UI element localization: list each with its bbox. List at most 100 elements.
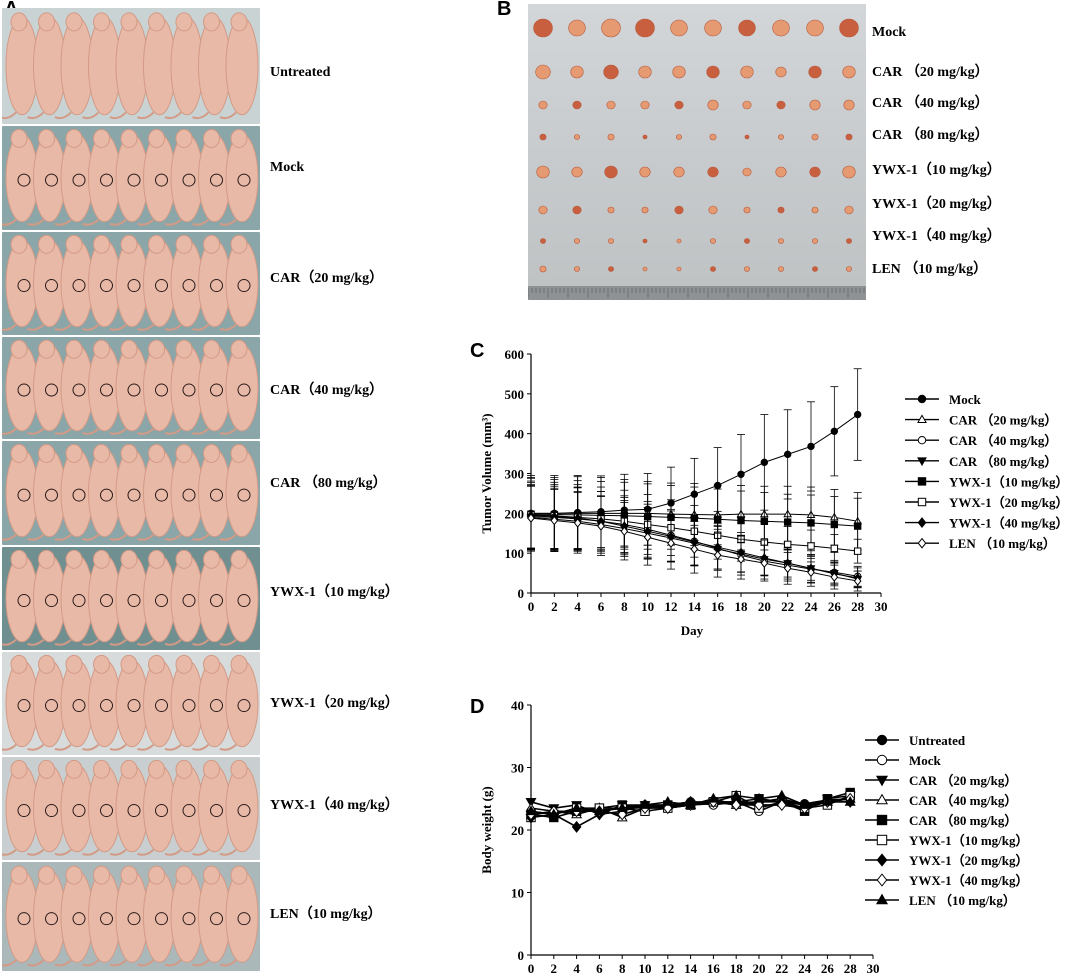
tumor-circle-marker [17, 594, 31, 608]
data-point-marker [845, 790, 855, 801]
mouse-tail [219, 743, 237, 751]
tumor-circle-marker [155, 804, 168, 818]
tumor-specimen [806, 19, 824, 37]
data-point-marker [754, 795, 764, 808]
series-group [525, 789, 856, 819]
data-point-marker [690, 527, 699, 535]
tumor-specimen [568, 19, 586, 37]
data-point-marker [573, 515, 582, 523]
series-line [531, 512, 858, 522]
tumor-specimen [776, 100, 786, 110]
series-line [530, 794, 851, 819]
mouse-tail [27, 323, 45, 331]
y-tick-label: 400 [505, 427, 525, 442]
mouse-head [65, 549, 83, 569]
x-tick-label: 22 [781, 599, 794, 614]
data-point-marker [617, 805, 628, 818]
tumor-row-label: CAR （80 mg/kg） [872, 128, 989, 143]
mouse-tail [54, 638, 72, 646]
data-point-marker [853, 516, 863, 525]
data-point-marker [760, 538, 769, 546]
tumor-specimen [572, 100, 582, 110]
mouse-tail [219, 218, 237, 226]
data-point-marker [777, 797, 787, 807]
mouse-tail [27, 218, 45, 226]
mouse-head [175, 234, 193, 254]
data-point-marker [783, 518, 792, 526]
tumor-specimen [642, 238, 648, 244]
mouse-head [10, 759, 28, 779]
mouse-group-label: Mock [270, 160, 305, 175]
data-point-marker [875, 793, 889, 805]
data-point-marker [549, 516, 559, 525]
data-point-marker [525, 802, 537, 812]
data-point-marker [853, 573, 862, 583]
mouse-head [120, 443, 138, 463]
mouse-tail [27, 533, 45, 541]
tumor-circle-marker [155, 383, 168, 397]
data-point-marker [548, 805, 559, 818]
mouse-head [38, 549, 55, 569]
tumor-circle-marker [210, 383, 223, 397]
tumor-specimen [672, 65, 686, 79]
mouse-tail [192, 218, 210, 226]
series-group [526, 485, 863, 588]
data-point-marker [736, 550, 746, 559]
data-point-marker [917, 497, 927, 507]
data-point-marker [596, 508, 606, 517]
tumor-circle-marker [182, 488, 196, 502]
mouse-tail [82, 218, 100, 226]
data-point-marker [663, 800, 673, 810]
mouse-head [38, 234, 55, 254]
mouse-head [230, 654, 248, 674]
legend-label: YWX-1（20 mg/kg） [909, 853, 1029, 868]
data-point-marker [759, 556, 769, 564]
data-point-marker [845, 792, 856, 805]
mouse-tail [109, 743, 127, 751]
mouse-tail [82, 533, 100, 541]
data-point-marker [620, 521, 629, 531]
data-point-marker [666, 509, 676, 518]
data-point-marker [731, 797, 741, 807]
mouse-head [148, 865, 165, 885]
data-point-marker [620, 526, 629, 537]
mouse-group-illustration [2, 759, 259, 856]
data-point-marker [853, 576, 862, 586]
data-point-marker [799, 798, 810, 812]
x-tick-label: 0 [528, 961, 535, 976]
x-tick-label: 20 [753, 961, 766, 976]
tumor-circle-marker [155, 594, 168, 608]
data-point-marker [783, 558, 792, 568]
mouse-head [10, 443, 28, 463]
mouse-head [93, 549, 110, 569]
x-tick-label: 14 [684, 961, 698, 976]
mouse-tail [54, 428, 72, 435]
data-point-marker [685, 800, 696, 810]
data-point-marker [776, 789, 788, 800]
tumor-circle-marker [72, 488, 86, 502]
series-line [530, 797, 851, 816]
data-point-marker [573, 518, 582, 528]
tumor-circle-marker [127, 279, 141, 293]
mouse-head [65, 128, 83, 148]
tumor-specimen [707, 99, 719, 111]
data-point-marker [731, 798, 742, 812]
tumor-specimen [710, 238, 716, 244]
data-point-marker [689, 509, 699, 518]
mouse-head [65, 234, 83, 254]
mouse-tail [54, 533, 72, 541]
mouse-tail [192, 533, 210, 541]
series-line [530, 794, 851, 816]
tumor-circle-marker [100, 279, 113, 293]
data-point-marker [844, 791, 856, 802]
mouse-tail [164, 638, 182, 646]
mouse-body [225, 16, 259, 116]
data-point-marker [640, 800, 650, 810]
data-point-marker [594, 803, 605, 813]
mouse-tail [109, 848, 127, 856]
data-point-marker [853, 575, 863, 584]
mouse-head [148, 128, 165, 148]
data-point-marker [754, 803, 764, 813]
data-point-marker [917, 436, 927, 445]
tumor-circle-marker [210, 488, 223, 502]
